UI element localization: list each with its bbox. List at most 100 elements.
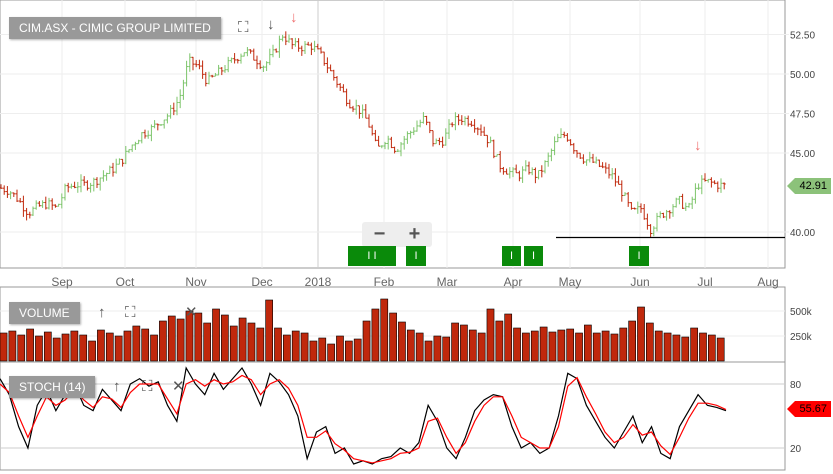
y-tick-label: 250k [790,332,813,343]
x-tick-label: 2018 [305,275,332,289]
volume-bar [610,333,619,362]
volume-bar [26,328,34,362]
expand-icon[interactable]: ⛶ [142,378,153,395]
x-tick-label: Jul [697,275,712,289]
volume-bar [451,322,459,362]
close-icon[interactable]: ✕ [185,304,198,321]
volume-bar [256,327,265,362]
volume-bar [442,336,451,362]
sell-signal-arrow-icon: ↓ [694,137,702,154]
volume-bar [460,324,468,362]
volume-bar [283,334,291,362]
volume-bar [716,337,725,362]
zoom-out-button[interactable]: − [373,223,386,245]
expand-icon[interactable]: ⛶ [238,19,249,36]
volume-bar [344,340,353,362]
arrow-down-icon[interactable]: ↓ [267,16,275,33]
volume-bar [406,329,415,362]
zoom-control: − + [362,222,432,247]
volume-bar [495,320,504,362]
volume-bar [424,340,433,362]
stoch-label: STOCH (14) [9,376,96,398]
volume-bar [61,333,70,362]
volume-bar [699,332,707,362]
volume-bar [584,324,592,362]
volume-bar [167,315,176,362]
volume-bar [646,322,654,362]
y-tick-label: 50.00 [790,70,815,81]
volume-bar [486,308,495,362]
volume-bar [362,320,371,362]
x-tick-label: Nov [185,275,206,289]
volume-bar [185,310,194,362]
volume-bar [159,320,167,362]
y-tick-label: 52.50 [790,31,815,42]
x-tick-label: Mar [437,275,458,289]
signal-marker[interactable]: I I [348,246,396,266]
volume-bar [212,308,220,362]
volume-bar [300,332,309,362]
volume-bar [539,326,548,362]
signal-marker[interactable]: I [524,246,543,266]
x-tick-label: Apr [504,275,523,289]
expand-icon[interactable]: ⛶ [125,304,136,321]
x-tick-label: May [559,275,582,289]
x-tick-label: Jun [630,275,649,289]
volume-bar [247,322,256,362]
volume-bar [389,312,397,362]
last-stoch-tag: 55.67 [787,401,831,417]
chart-title: CIM.ASX - CIMIC GROUP LIMITED [9,17,221,39]
volume-bar [43,331,52,362]
volume-bar [194,312,203,362]
volume-bar [35,335,43,362]
volume-bar [229,325,238,362]
x-tick-label: Aug [757,275,778,289]
x-tick-label: Oct [116,275,135,289]
volume-bar [398,321,406,362]
volume-bar [380,298,389,362]
volume-bar [371,308,380,362]
volume-bar [433,335,442,362]
volume-bar [592,332,601,362]
volume-bar [690,327,698,362]
volume-bar [681,336,690,362]
volume-bar [141,328,150,362]
price-panel [0,0,786,269]
stoch-d-line [0,374,727,464]
volume-bar [123,330,132,362]
arrow-up-icon[interactable]: ↑ [113,378,121,395]
signal-marker[interactable]: I [502,246,521,266]
volume-bar [619,327,628,362]
stoch-k-line [0,366,727,465]
signal-marker[interactable]: I [406,246,426,266]
close-icon[interactable]: ✕ [172,378,185,395]
volume-bar [566,328,575,362]
volume-bar [79,334,88,362]
signal-marker[interactable]: I [629,246,649,266]
volume-bar [522,332,530,362]
volume-bar [291,330,300,362]
arrow-up-icon[interactable]: ↑ [98,304,106,321]
zoom-in-button[interactable]: + [408,223,421,245]
volume-bar [601,330,610,362]
volume-bar [477,332,486,362]
volume-bar [353,338,362,362]
last-price-tag: 42.91 [787,178,831,194]
volume-bar [274,327,282,362]
y-tick-label: 40.00 [790,228,815,239]
y-tick-label: 500k [790,307,813,318]
volume-bar [672,334,681,362]
stoch-panel [0,361,786,471]
volume-bar [468,329,477,362]
volume-bar [176,318,185,362]
volume-bar [88,340,96,362]
volume-bar [663,332,672,362]
x-tick-label: Dec [251,275,272,289]
volume-bar [150,334,158,362]
volume-bar [327,343,335,362]
volume-bar [654,330,663,362]
volume-bar [336,335,344,362]
volume-bar [637,306,645,362]
y-tick-label: 45.00 [790,149,815,160]
